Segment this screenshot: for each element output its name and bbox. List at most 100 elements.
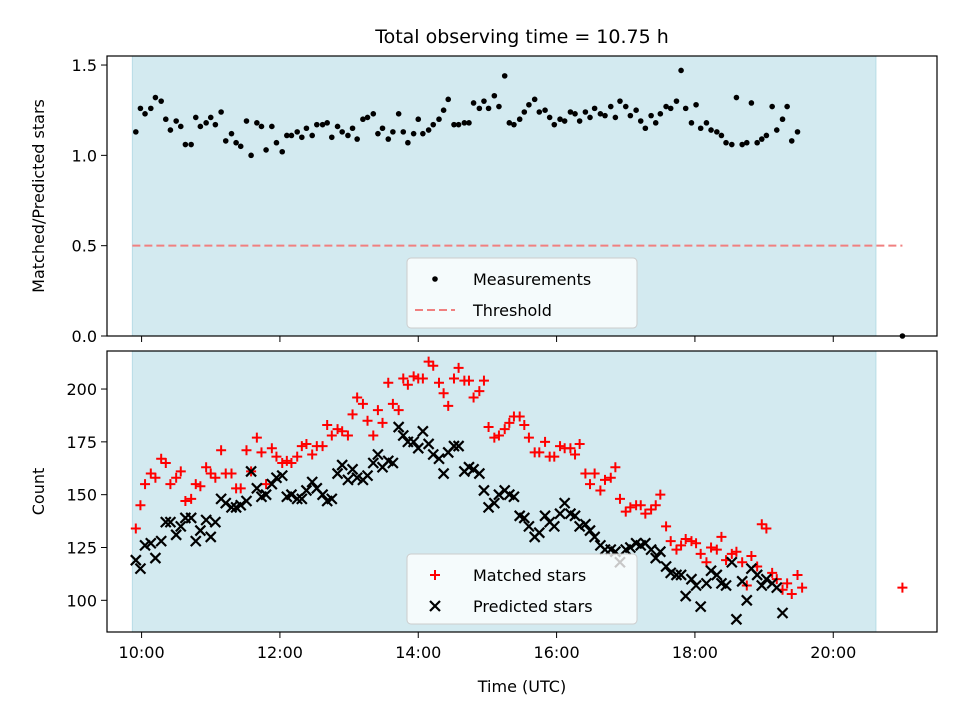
- matched-star-point: [281, 455, 292, 466]
- matched-star-point: [565, 443, 576, 454]
- matched-star-point: [786, 588, 797, 599]
- matched-star-point: [171, 472, 182, 483]
- matched-star-point: [655, 489, 666, 500]
- y-tick-label: 100: [66, 591, 97, 610]
- matched-star-point: [165, 479, 176, 490]
- y-tick-label: 175: [66, 433, 97, 452]
- predicted-star-point: [700, 577, 713, 590]
- predicted-star-point: [694, 600, 707, 613]
- measurement-point: [481, 98, 487, 104]
- measurement-point: [395, 111, 402, 117]
- measurement-point: [173, 118, 179, 124]
- matched-star-point: [595, 485, 606, 496]
- measurement-point: [739, 141, 745, 148]
- measurement-point: [723, 139, 729, 146]
- matched-star-point: [737, 557, 748, 568]
- matched-star-point: [453, 362, 464, 373]
- measurement-point: [633, 107, 639, 113]
- measurement-point: [637, 118, 644, 124]
- matched-star-point: [726, 548, 737, 559]
- measurement-point: [546, 114, 553, 121]
- predicted-star-point: [452, 440, 465, 452]
- measurement-point: [451, 121, 457, 128]
- measurement-point: [567, 109, 574, 115]
- measurement-point: [142, 111, 148, 117]
- predicted-star-point: [134, 562, 147, 575]
- measurement-point: [425, 127, 432, 133]
- measurement-point: [491, 92, 498, 99]
- predicted-star-point: [685, 573, 698, 585]
- predicted-star-point: [523, 520, 535, 533]
- predicted-star-point: [145, 537, 157, 550]
- matched-star-point: [377, 417, 388, 428]
- matched-star-point: [175, 466, 186, 477]
- measurement-point: [663, 103, 669, 110]
- predicted-star-point: [407, 436, 420, 448]
- matched-star-point: [706, 542, 717, 553]
- matched-star-point: [180, 496, 191, 507]
- measurement-point: [784, 103, 790, 110]
- measurement-point: [324, 120, 330, 126]
- x-tick-label: 16:00: [534, 643, 580, 662]
- measurement-point: [177, 123, 184, 130]
- matched-star-point: [570, 449, 581, 460]
- series-measurements: [133, 67, 906, 339]
- measurement-point: [237, 143, 244, 150]
- matched-star-point: [614, 493, 625, 504]
- matched-star-point: [499, 424, 510, 435]
- measurement-point: [511, 121, 517, 128]
- predicted-star-point: [417, 425, 429, 438]
- predicted-star-point: [690, 579, 702, 592]
- predicted-star-point: [276, 469, 288, 482]
- matched-star-point: [555, 441, 566, 452]
- measurement-point: [430, 121, 437, 128]
- measurement-point: [288, 132, 295, 139]
- measurement-point: [328, 134, 335, 141]
- predicted-star-point: [367, 457, 380, 469]
- matched-star-point: [428, 360, 439, 371]
- measurement-point: [162, 116, 169, 123]
- measurement-point: [137, 105, 144, 112]
- predicted-star-point: [296, 493, 308, 505]
- legend-box: [406, 257, 638, 329]
- matched-star-point: [767, 567, 778, 578]
- predicted-star-point: [346, 463, 359, 476]
- matched-star-point: [438, 388, 449, 399]
- predicted-star-point: [160, 516, 172, 528]
- measurement-point: [405, 139, 411, 146]
- matched-star-point: [686, 536, 697, 547]
- measurement-point: [415, 116, 422, 123]
- matched-star-point: [398, 373, 409, 384]
- matched-star-point: [301, 438, 312, 449]
- measurement-point: [718, 132, 725, 139]
- predicted-star-point: [209, 516, 222, 528]
- axes-frame: [106, 350, 938, 633]
- measurement-point: [572, 111, 578, 117]
- matched-star-point: [277, 457, 288, 468]
- matched-star-point: [317, 441, 328, 452]
- measurement-point: [769, 103, 775, 110]
- measurement-point: [758, 136, 765, 142]
- predicted-star-point: [306, 476, 318, 488]
- predicted-star-point: [776, 607, 789, 619]
- measurement-point: [152, 94, 159, 101]
- measurement-point: [591, 105, 598, 112]
- predicted-star-point: [326, 493, 338, 505]
- predicted-star-point: [245, 465, 257, 478]
- matched-star-point: [600, 474, 610, 485]
- measurement-point: [197, 123, 204, 130]
- measurement-point: [602, 112, 608, 119]
- measurement-point: [682, 105, 689, 112]
- predicted-star-point: [730, 613, 743, 626]
- matched-star-point: [695, 548, 706, 559]
- measurement-point: [551, 121, 558, 128]
- matched-star-point: [383, 377, 394, 388]
- measurement-point: [243, 118, 250, 124]
- measurement-point: [354, 136, 360, 142]
- matched-star-point: [585, 479, 596, 490]
- measurement-point: [182, 141, 189, 148]
- measurement-point: [263, 147, 269, 153]
- measurement-point: [385, 136, 392, 142]
- predicted-star-point: [579, 518, 592, 531]
- predicted-star-point: [194, 524, 207, 537]
